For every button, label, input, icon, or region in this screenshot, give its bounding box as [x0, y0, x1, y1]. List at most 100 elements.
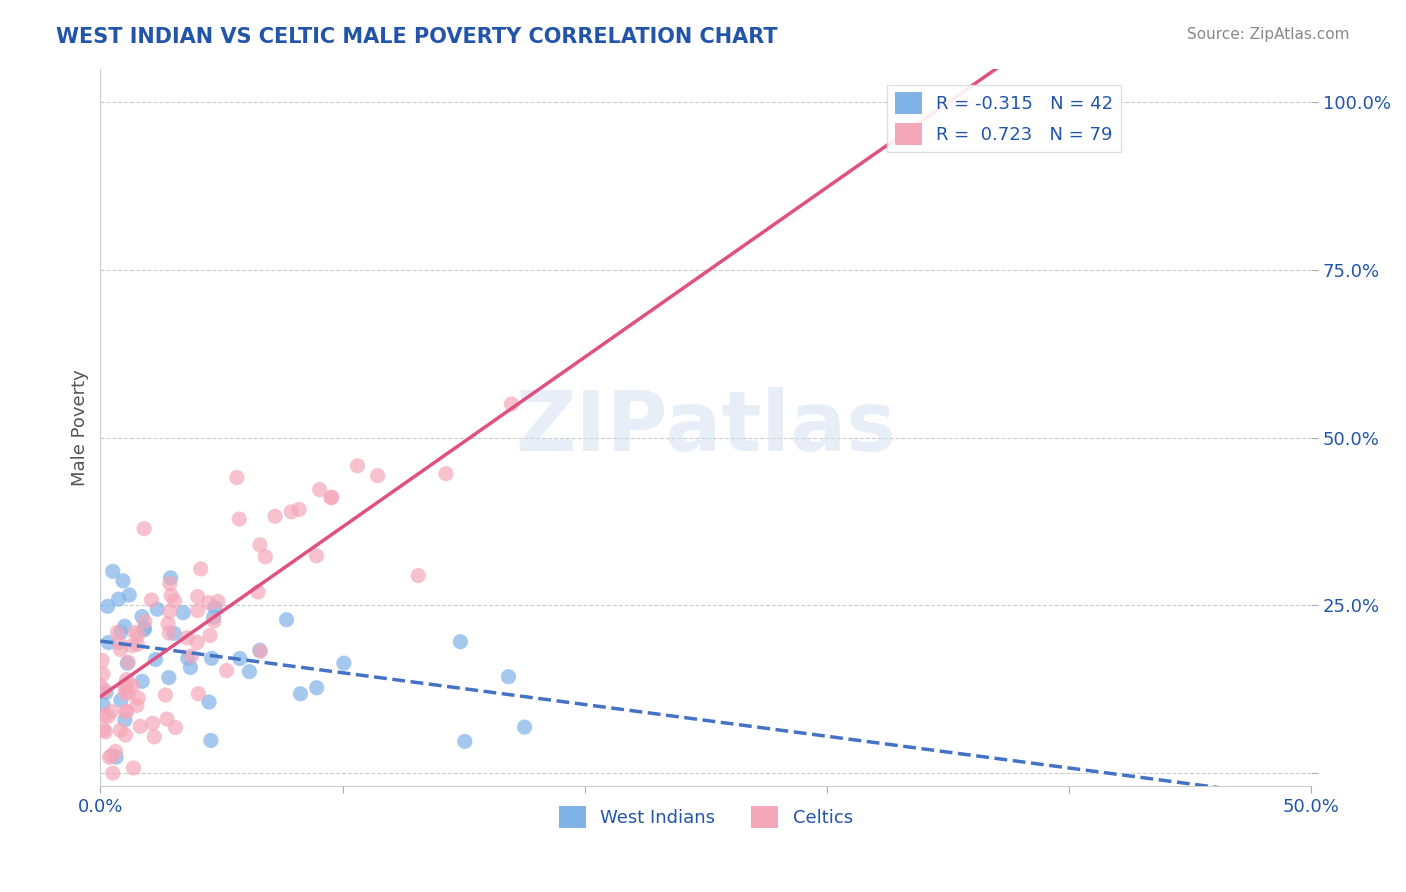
Celtics — [180, 648, 202, 663]
Celtics — [105, 625, 128, 640]
Celtics — [280, 505, 302, 519]
West Indians — [201, 651, 224, 665]
West Indians — [249, 643, 271, 657]
West Indians — [204, 600, 226, 615]
Celtics — [367, 468, 389, 483]
Celtics — [110, 723, 132, 738]
Celtics — [406, 568, 429, 582]
Celtics — [114, 686, 136, 700]
Celtics — [288, 502, 311, 516]
Celtics — [125, 698, 148, 713]
Celtics — [197, 596, 219, 610]
Celtics — [94, 724, 117, 739]
West Indians — [107, 592, 129, 607]
Celtics — [187, 604, 209, 618]
Celtics — [100, 748, 122, 763]
Celtics — [127, 637, 149, 651]
West Indians — [172, 606, 194, 620]
Celtics — [93, 683, 115, 698]
West Indians — [117, 657, 139, 671]
West Indians — [449, 634, 471, 648]
Legend: West Indians, Celtics: West Indians, Celtics — [551, 798, 860, 835]
West Indians — [145, 652, 167, 666]
West Indians — [97, 599, 120, 614]
Celtics — [127, 691, 149, 706]
Celtics — [319, 491, 342, 505]
Celtics — [249, 644, 271, 658]
Celtics — [157, 626, 180, 640]
Celtics — [143, 730, 166, 744]
West Indians — [131, 674, 153, 689]
Celtics — [98, 750, 121, 764]
Celtics — [134, 522, 156, 536]
Celtics — [202, 614, 225, 628]
Celtics — [159, 604, 181, 618]
Celtics — [90, 679, 112, 693]
Celtics — [121, 639, 143, 653]
Celtics — [308, 483, 330, 497]
Celtics — [160, 588, 183, 602]
Celtics — [254, 549, 277, 564]
West Indians — [159, 571, 181, 585]
West Indians — [200, 733, 222, 747]
Celtics — [264, 509, 287, 524]
Celtics — [108, 635, 131, 649]
West Indians — [91, 698, 114, 712]
Celtics — [122, 761, 145, 775]
West Indians — [454, 734, 477, 748]
Celtics — [155, 688, 177, 702]
Celtics — [129, 719, 152, 733]
West Indians — [101, 565, 124, 579]
Celtics — [165, 721, 187, 735]
Celtics — [124, 625, 146, 640]
West Indians — [498, 670, 520, 684]
Text: Source: ZipAtlas.com: Source: ZipAtlas.com — [1187, 27, 1350, 42]
Celtics — [114, 679, 136, 693]
Celtics — [187, 590, 209, 604]
Celtics — [156, 712, 179, 726]
Celtics — [121, 679, 143, 693]
Celtics — [228, 512, 250, 526]
West Indians — [94, 685, 117, 699]
Celtics — [117, 686, 139, 700]
Celtics — [215, 664, 238, 678]
West Indians — [305, 681, 328, 695]
Celtics — [156, 616, 179, 631]
Celtics — [142, 716, 165, 731]
Celtics — [91, 653, 114, 667]
Celtics — [305, 549, 328, 563]
Celtics — [101, 766, 124, 780]
Celtics — [110, 642, 132, 657]
Celtics — [93, 708, 115, 723]
Celtics — [321, 490, 343, 504]
West Indians — [290, 687, 312, 701]
West Indians — [111, 574, 134, 588]
West Indians — [157, 671, 180, 685]
Celtics — [501, 397, 523, 411]
West Indians — [131, 609, 153, 624]
Celtics — [115, 673, 138, 687]
Celtics — [187, 687, 209, 701]
West Indians — [97, 635, 120, 649]
Celtics — [104, 744, 127, 758]
Text: WEST INDIAN VS CELTIC MALE POVERTY CORRELATION CHART: WEST INDIAN VS CELTIC MALE POVERTY CORRE… — [56, 27, 778, 46]
Text: ZIPatlas: ZIPatlas — [515, 387, 896, 468]
Celtics — [346, 458, 368, 473]
Celtics — [186, 635, 208, 649]
Celtics — [91, 666, 114, 681]
West Indians — [177, 651, 200, 665]
Celtics — [434, 467, 457, 481]
West Indians — [198, 695, 221, 709]
Celtics — [225, 470, 247, 484]
Celtics — [141, 593, 163, 607]
Celtics — [100, 705, 122, 719]
Celtics — [127, 627, 149, 641]
Celtics — [114, 728, 136, 742]
Celtics — [114, 704, 136, 718]
Celtics — [134, 615, 156, 629]
West Indians — [114, 713, 136, 727]
West Indians — [105, 750, 128, 764]
Celtics — [115, 704, 138, 718]
West Indians — [229, 651, 252, 665]
West Indians — [163, 626, 186, 640]
